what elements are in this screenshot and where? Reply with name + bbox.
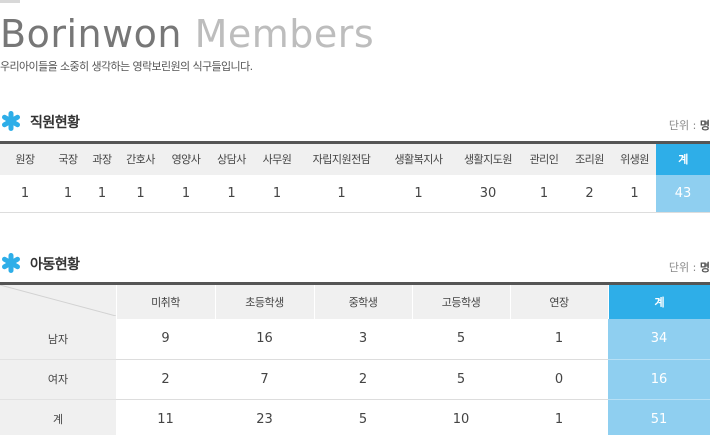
staff-value-cell: 1 (209, 174, 254, 213)
staff-section-header: 직원현황 단위 : 명 (0, 110, 710, 134)
staff-header-cell: 상담사 (209, 142, 254, 175)
staff-header-total: 계 (656, 142, 710, 175)
children-table: 미취학 초등학생 중학생 고등학생 연장 계 남자 9 16 3 5 1 34 … (0, 282, 710, 435)
asterisk-star-icon (2, 111, 20, 131)
staff-header-cell: 과장 (86, 142, 118, 175)
staff-header-cell: 원장 (0, 142, 50, 175)
staff-unit-label: 단위 : 명 (668, 119, 710, 132)
page-title-secondary: Members (194, 12, 375, 56)
staff-value-cell: 30 (454, 174, 522, 213)
children-section-header: 아동현황 단위 : 명 (0, 252, 710, 276)
staff-table: 원장 국장 과장 간호사 영양사 상담사 사무원 자립지원전담 생활복지사 생활… (0, 141, 710, 213)
table-row: 여자 2 7 2 5 0 16 (0, 359, 710, 400)
children-value-cell: 9 (116, 319, 215, 360)
staff-value-cell: 1 (0, 174, 50, 213)
staff-value-cell: 1 (300, 174, 383, 213)
children-value-cell: 11 (116, 399, 215, 435)
children-value-cell: 1 (510, 399, 608, 435)
children-total-value: 34 (608, 319, 710, 360)
staff-header-row: 원장 국장 과장 간호사 영양사 상담사 사무원 자립지원전담 생활복지사 생활… (0, 142, 710, 175)
top-accent-bar (0, 0, 20, 3)
staff-header-cell: 사무원 (254, 142, 300, 175)
children-section-title: 아동현황 (30, 257, 80, 273)
table-corner-cell (0, 283, 117, 319)
staff-header-cell: 관리인 (522, 142, 566, 175)
diagonal-divider (0, 284, 117, 317)
children-value-cell: 5 (314, 399, 412, 435)
children-value-cell: 0 (510, 359, 608, 400)
children-value-cell: 2 (314, 359, 412, 400)
staff-value-cell: 1 (50, 174, 86, 213)
children-value-cell: 1 (510, 319, 608, 360)
children-header-cell: 미취학 (115, 283, 215, 319)
children-header-total: 계 (607, 283, 710, 319)
children-value-cell: 2 (116, 359, 215, 400)
children-value-cell: 7 (215, 359, 314, 400)
children-value-cell: 5 (412, 319, 510, 360)
staff-value-row: 1 1 1 1 1 1 1 1 1 30 1 2 1 43 (0, 174, 710, 213)
row-label-total: 계 (0, 399, 116, 435)
staff-header-cell: 생활지도원 (454, 142, 522, 175)
children-header-cell: 중학생 (313, 283, 412, 319)
children-value-cell: 16 (215, 319, 314, 360)
children-total-value: 16 (608, 359, 710, 400)
staff-header-cell: 자립지원전담 (300, 142, 383, 175)
staff-header-cell: 간호사 (118, 142, 163, 175)
children-value-cell: 3 (314, 319, 412, 360)
children-unit-label: 단위 : 명 (668, 261, 710, 274)
row-label-female: 여자 (0, 359, 116, 400)
children-total-value: 51 (608, 399, 710, 435)
staff-header-cell: 위생원 (613, 142, 656, 175)
staff-value-cell: 1 (163, 174, 209, 213)
page-title-primary: Borinwon (0, 12, 182, 56)
page-title: Borinwon Members (0, 12, 374, 56)
children-header-cell: 고등학생 (411, 283, 510, 319)
staff-header-cell: 생활복지사 (383, 142, 454, 175)
children-header-cell: 초등학생 (214, 283, 314, 319)
children-header-row: 미취학 초등학생 중학생 고등학생 연장 계 (0, 283, 710, 319)
asterisk-star-icon (2, 253, 20, 273)
staff-header-cell: 조리원 (566, 142, 613, 175)
children-value-cell: 23 (215, 399, 314, 435)
children-value-cell: 5 (412, 359, 510, 400)
page-subtitle: 우리아이들을 소중히 생각하는 영락보린원의 식구들입니다. (0, 60, 253, 73)
staff-header-cell: 영양사 (163, 142, 209, 175)
table-row: 남자 9 16 3 5 1 34 (0, 319, 710, 360)
staff-value-cell: 1 (613, 174, 656, 213)
staff-value-cell: 1 (383, 174, 454, 213)
staff-value-cell: 1 (254, 174, 300, 213)
staff-header-cell: 국장 (50, 142, 86, 175)
staff-section-title: 직원현황 (30, 115, 80, 131)
table-row: 계 11 23 5 10 1 51 (0, 399, 710, 435)
staff-value-cell: 2 (566, 174, 613, 213)
staff-value-cell: 1 (522, 174, 566, 213)
row-label-male: 남자 (0, 319, 116, 360)
children-header-cell: 연장 (509, 283, 608, 319)
children-value-cell: 10 (412, 399, 510, 435)
staff-value-cell: 1 (118, 174, 163, 213)
staff-total-value: 43 (656, 174, 710, 213)
staff-value-cell: 1 (86, 174, 118, 213)
